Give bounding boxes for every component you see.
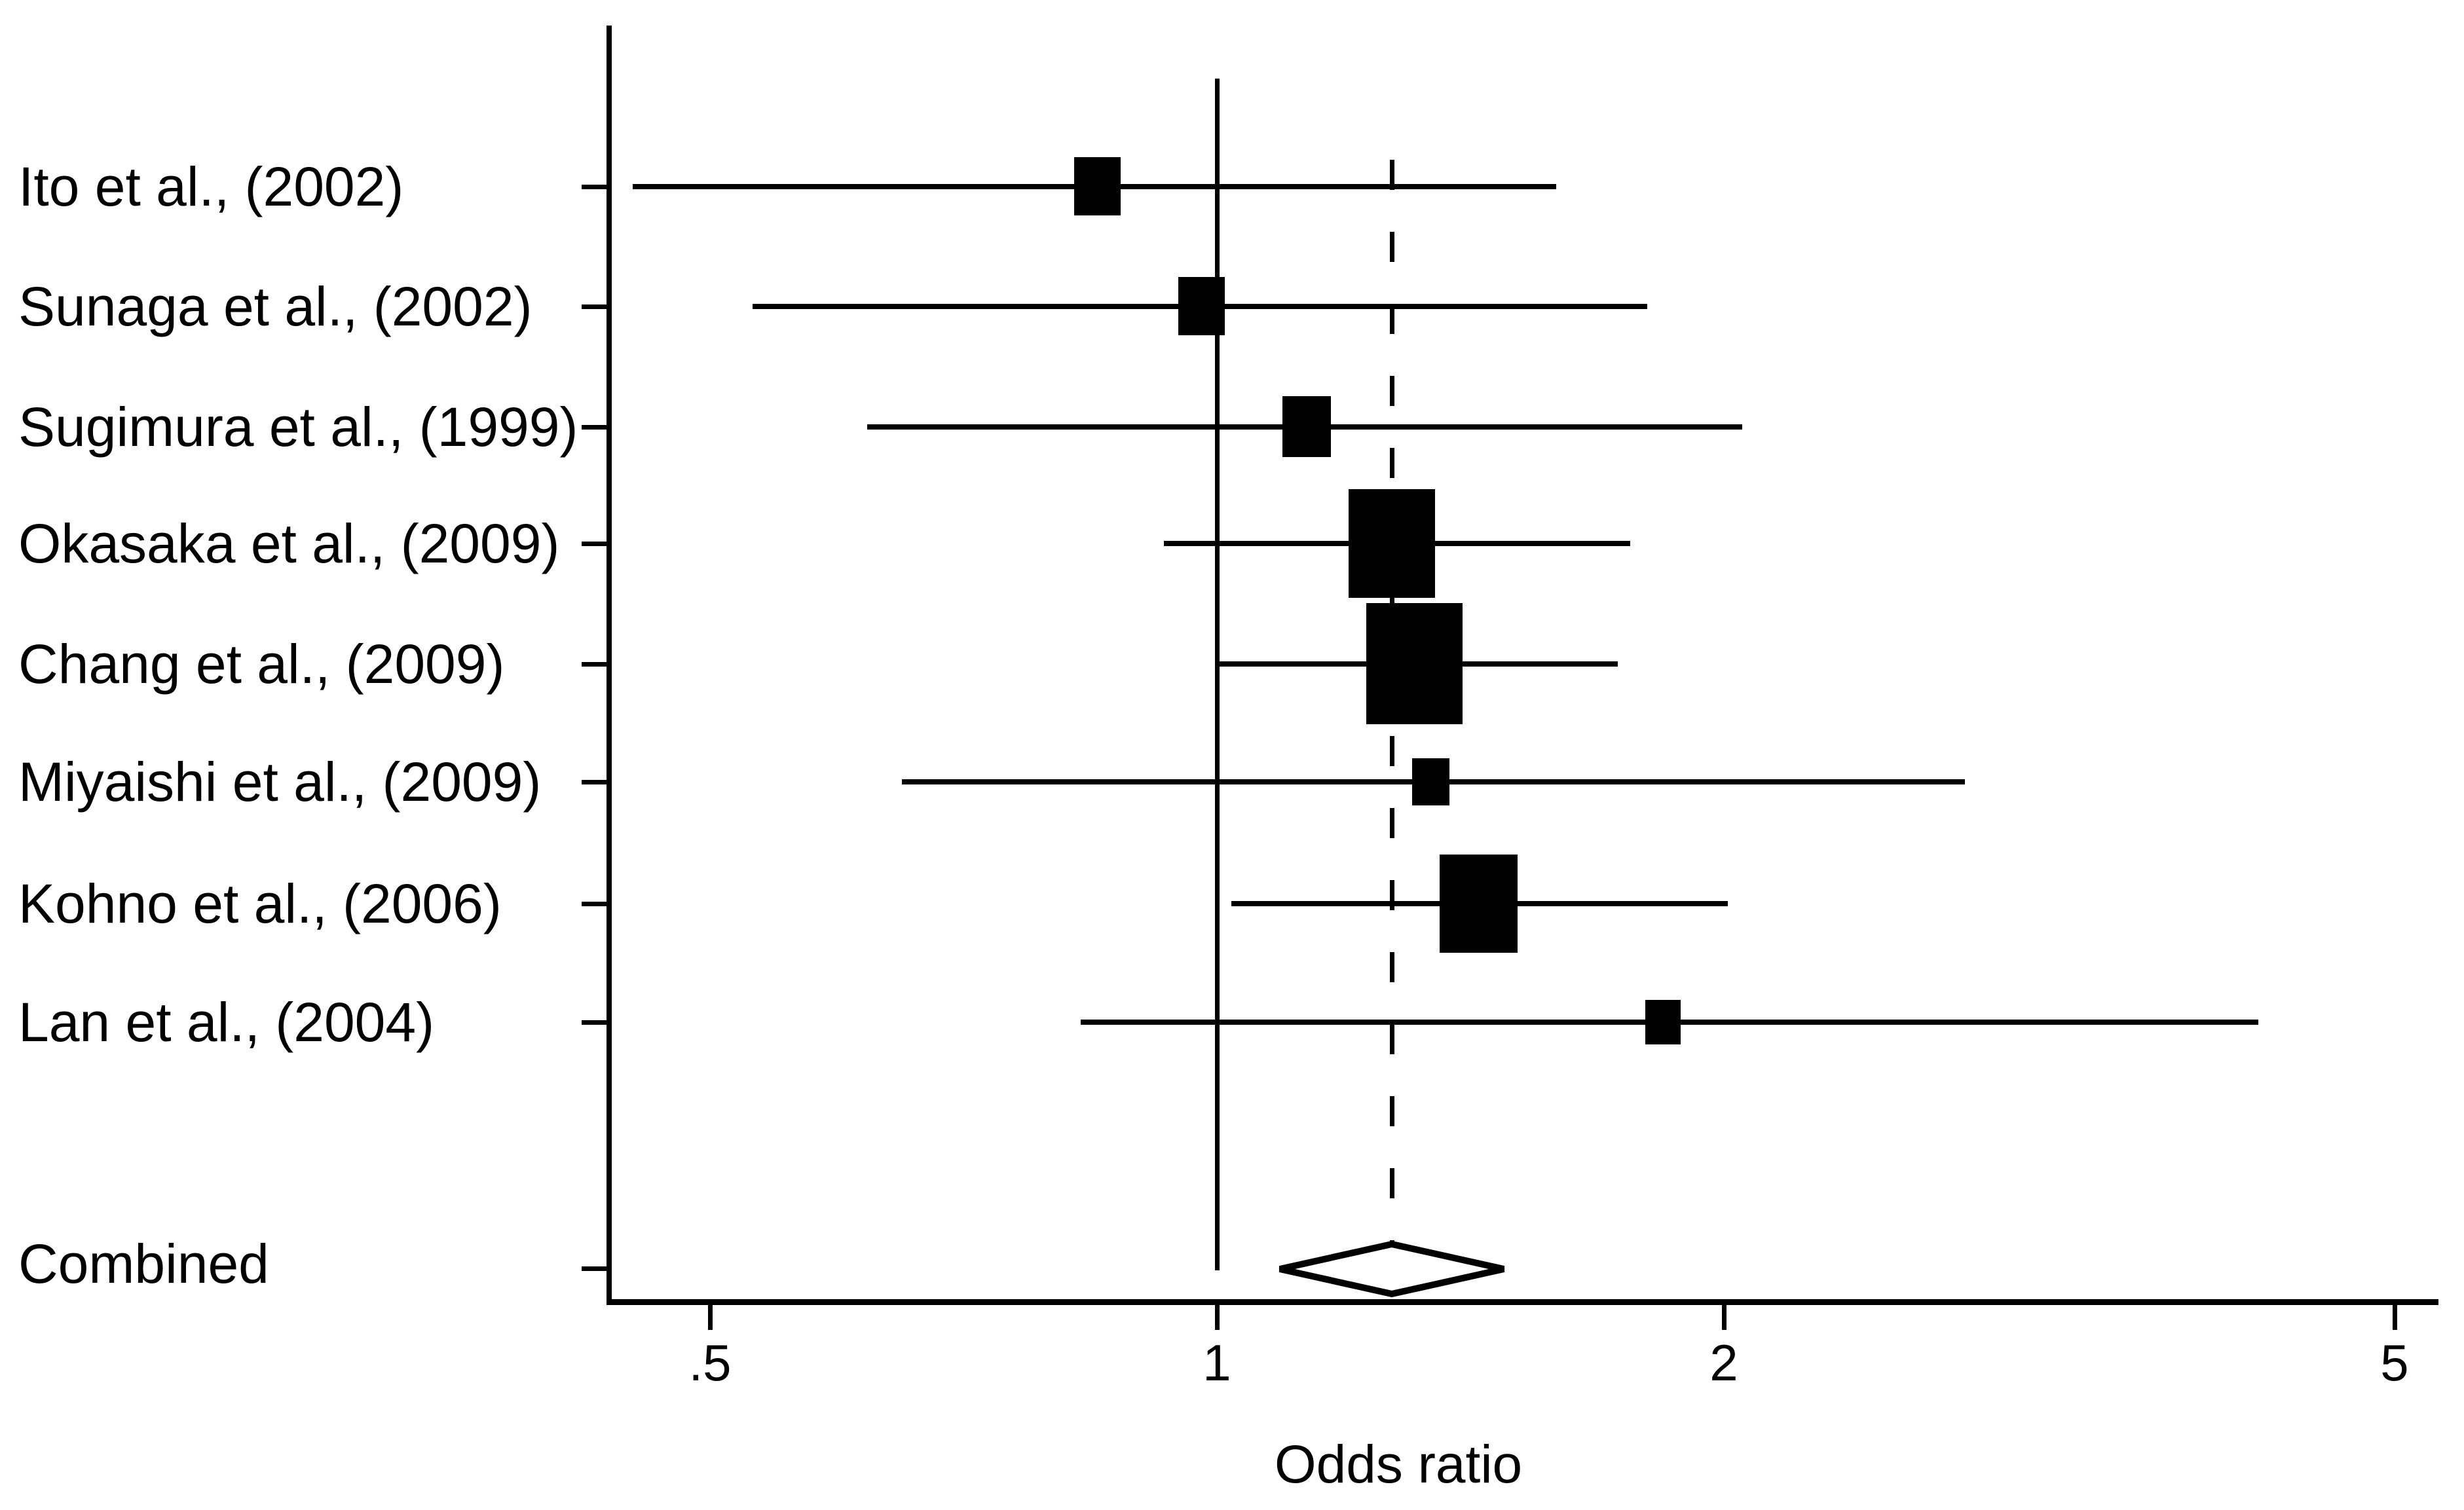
y-axis-row-tick — [582, 1266, 607, 1271]
x-axis-tick-label: 1 — [1203, 1334, 1231, 1391]
y-axis-row-tick — [582, 425, 607, 430]
x-axis-title: Odds ratio — [1274, 1435, 1523, 1494]
study-label: Sunaga et al., (2002) — [18, 276, 532, 337]
y-axis-row-tick — [582, 662, 607, 667]
odds-ratio-weight-box — [1440, 855, 1518, 953]
x-axis-tick — [1722, 1305, 1727, 1330]
odds-ratio-weight-box — [1282, 396, 1331, 457]
reference-line-or-1 — [1215, 79, 1220, 1270]
odds-ratio-weight-box — [1645, 1000, 1681, 1044]
odds-ratio-weight-box — [1349, 489, 1435, 598]
x-axis-tick-label: 2 — [1709, 1334, 1738, 1391]
x-axis-tick — [2393, 1305, 2397, 1330]
y-axis-row-tick — [582, 185, 607, 189]
y-axis-row-tick — [582, 902, 607, 906]
odds-ratio-weight-box — [1178, 277, 1225, 335]
y-axis-row-tick — [582, 304, 607, 309]
combined-diamond-shape — [1279, 1240, 1505, 1298]
x-axis-tick — [1215, 1305, 1220, 1330]
study-label: Kohno et al., (2006) — [18, 873, 502, 934]
y-axis-row-tick — [582, 542, 607, 546]
x-axis-line — [607, 1299, 2438, 1305]
odds-ratio-weight-box — [1074, 157, 1121, 215]
study-label: Okasaka et al., (2009) — [18, 513, 560, 574]
x-axis-tick — [708, 1305, 713, 1330]
study-label: Chang et al., (2009) — [18, 633, 505, 695]
odds-ratio-weight-box — [1366, 603, 1463, 724]
x-axis-tick-label: 5 — [2380, 1334, 2409, 1391]
study-label: Ito et al., (2002) — [18, 156, 404, 217]
study-label: Sugimura et al., (1999) — [18, 396, 578, 458]
y-axis-row-tick — [582, 1020, 607, 1025]
study-label: Lan et al., (2004) — [18, 991, 435, 1053]
combined-label: Combined — [18, 1233, 269, 1295]
x-axis-tick-label: .5 — [688, 1334, 732, 1391]
y-axis-row-tick — [582, 780, 607, 784]
study-label: Miyaishi et al., (2009) — [18, 751, 542, 813]
y-axis-line — [607, 26, 612, 1304]
odds-ratio-weight-box — [1412, 758, 1449, 805]
